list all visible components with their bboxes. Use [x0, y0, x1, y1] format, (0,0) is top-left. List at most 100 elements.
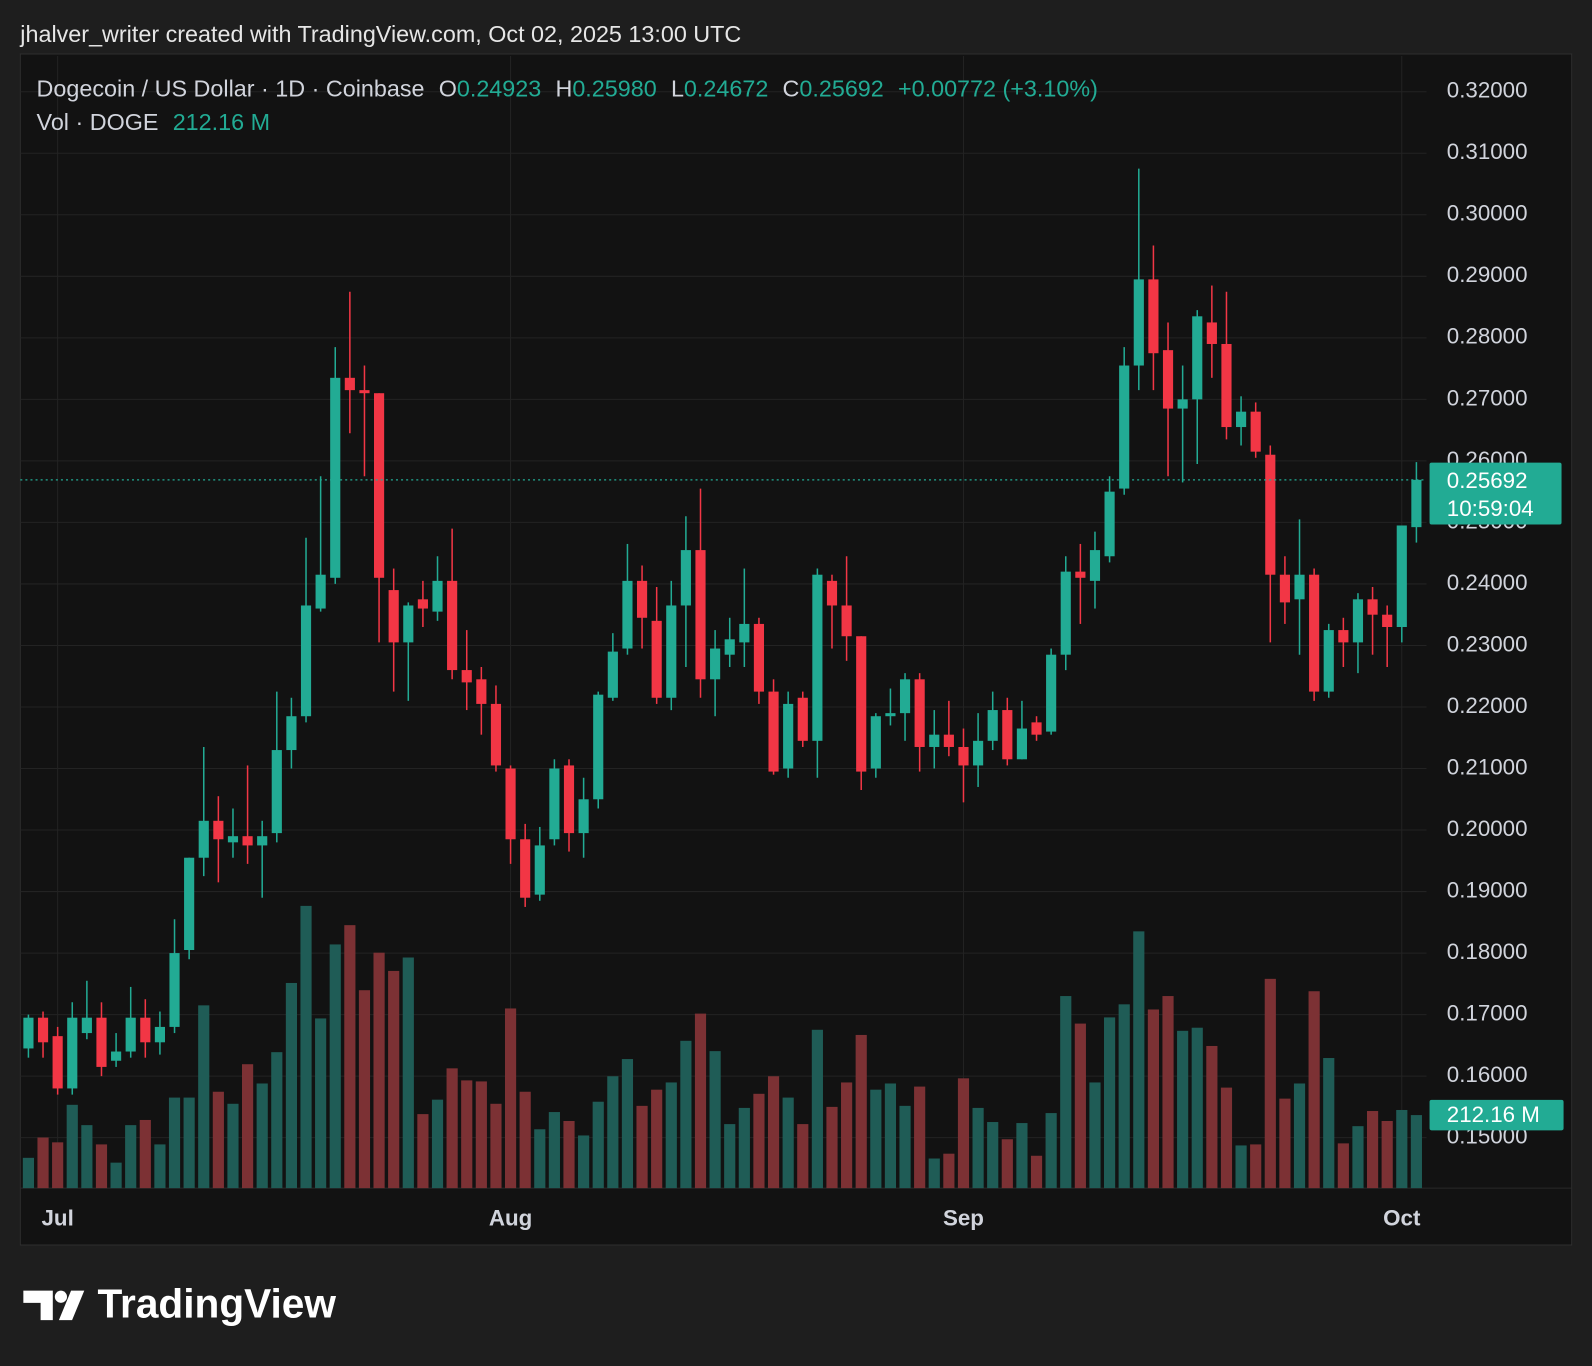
logo-mark — [54, 1290, 68, 1303]
volume-bar — [811, 1029, 823, 1189]
attribution: jhalver_writer created with TradingView.… — [19, 21, 741, 47]
volume-bar — [1104, 1017, 1116, 1189]
volume-bar — [1001, 1139, 1013, 1189]
candle-body — [1031, 722, 1042, 735]
volume-tag-value: 212.16 M — [1447, 1102, 1540, 1127]
ohlc-key: O — [439, 76, 457, 102]
candle-body — [607, 651, 618, 698]
candle-body — [373, 393, 385, 578]
candle-body — [1352, 599, 1364, 643]
candle-body — [476, 679, 487, 704]
candle-body — [1382, 614, 1393, 628]
y-tick-label: 0.20000 — [1447, 816, 1528, 841]
candle-body — [768, 691, 779, 772]
candle-body — [1294, 574, 1305, 600]
candle-body — [227, 836, 239, 843]
candle-body — [1133, 279, 1144, 366]
volume-bar — [241, 1064, 254, 1189]
volume-bar — [22, 1157, 35, 1189]
volume-bar — [110, 1162, 122, 1189]
volume-bar — [373, 952, 385, 1189]
candle-body — [826, 580, 838, 606]
candle-body — [52, 1036, 63, 1089]
candle-body — [315, 574, 326, 609]
volume-bar — [154, 1144, 166, 1189]
volume-bar — [358, 990, 371, 1189]
price-tag — [1429, 462, 1562, 525]
volume-bar — [826, 1106, 838, 1189]
volume-bar — [1410, 1115, 1422, 1189]
volume-bar — [1366, 1111, 1379, 1189]
candle-body — [534, 845, 545, 895]
volume-bar — [914, 1086, 926, 1189]
volume-bar — [1191, 1027, 1203, 1189]
y-tick-label: 0.32000 — [1447, 78, 1528, 103]
candle-body — [359, 390, 370, 394]
volume-bar — [37, 1137, 49, 1189]
volume-bar — [1206, 1045, 1218, 1189]
volume-bar — [1337, 1143, 1349, 1189]
candle-body — [125, 1017, 136, 1052]
candle-body — [461, 670, 472, 683]
volume-bar — [125, 1125, 137, 1189]
candle-body — [1367, 599, 1378, 615]
candle-body — [1411, 479, 1422, 528]
candle-body — [1046, 654, 1057, 732]
volume-bar — [1089, 1082, 1101, 1189]
volume-bar — [402, 957, 414, 1189]
volume-bar — [680, 1040, 692, 1189]
volume-bar — [490, 1103, 502, 1189]
candle-body — [1236, 411, 1247, 428]
candle-body — [505, 768, 516, 840]
y-tick-label: 0.19000 — [1447, 877, 1528, 902]
volume-bar — [1220, 1087, 1233, 1189]
candle-body — [841, 605, 852, 637]
volume-value: 212.16 M — [173, 109, 270, 135]
volume-bar — [66, 1104, 78, 1189]
candle-body — [1177, 399, 1188, 409]
volume-bar — [548, 1112, 560, 1189]
legend-ohlc: Dogecoin / US Dollar · 1D · Coinbase O 0.2… — [37, 76, 1098, 102]
y-tick-label: 0.27000 — [1447, 385, 1528, 410]
candle-body — [490, 703, 502, 766]
volume-bar — [943, 1153, 955, 1189]
logo-mark — [58, 1290, 85, 1321]
countdown: 10:59:04 — [1447, 496, 1534, 521]
ohlc-key: L — [671, 76, 684, 102]
volume-bar — [1279, 1098, 1291, 1189]
volume-bar — [767, 1076, 780, 1189]
candle-body — [680, 550, 691, 606]
y-tick-label: 0.28000 — [1447, 324, 1528, 349]
symbol: Dogecoin / US Dollar · 1D · Coinbase — [37, 76, 425, 102]
volume-bar — [344, 925, 356, 1189]
volume-bar — [738, 1107, 750, 1189]
candle-body — [81, 1017, 92, 1034]
candle-body — [1338, 630, 1349, 643]
candle-body — [578, 799, 589, 834]
candle-body — [1323, 630, 1334, 692]
volume-bar — [315, 1018, 327, 1189]
candle-body — [67, 1017, 78, 1089]
candles — [20, 168, 1427, 1095]
logo: TradingView — [23, 1281, 336, 1327]
change: +0.00772 (+3.10%) — [898, 76, 1098, 102]
y-tick-label: 0.22000 — [1447, 693, 1528, 718]
y-tick-label: 0.17000 — [1447, 1001, 1528, 1026]
candle-body — [213, 820, 224, 840]
ohlc-value: 0.25692 — [799, 76, 883, 102]
volume-bars — [22, 905, 1422, 1189]
volume-bar — [431, 1099, 444, 1189]
volume-bar — [928, 1158, 940, 1189]
volume-bar — [592, 1101, 604, 1189]
candle-body — [856, 636, 867, 772]
volume-bar — [168, 1097, 181, 1189]
volume-bar — [388, 970, 400, 1189]
volume-bar — [782, 1097, 794, 1189]
y-tick-label: 0.21000 — [1447, 754, 1528, 779]
volume-bar — [797, 1124, 809, 1189]
volume-bar — [52, 1142, 64, 1189]
volume-bar — [636, 1105, 648, 1189]
volume-bar — [81, 1125, 93, 1189]
legend-volume: Vol · DOGE 212.16 M — [37, 109, 271, 135]
volume-bar — [607, 1076, 619, 1189]
